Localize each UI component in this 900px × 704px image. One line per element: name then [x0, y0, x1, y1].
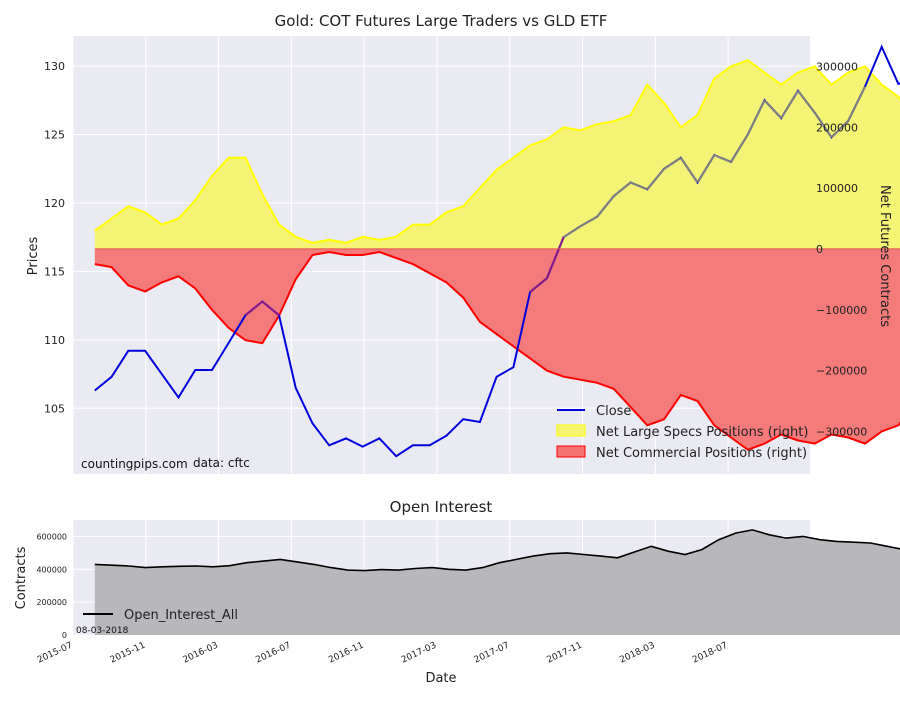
legend-close-label: Close: [596, 404, 631, 419]
price-tick-label: 115: [44, 265, 65, 278]
date-tick-label: 2018-03: [618, 641, 656, 666]
commercial-line: [94, 250, 900, 451]
contracts-tick-label: 200000: [816, 121, 858, 134]
contracts-tick-label: 100000: [816, 182, 858, 195]
close-overlay-segment: [261, 300, 280, 316]
date-tick-label: 2016-03: [182, 641, 220, 666]
price-tick-label: 120: [44, 197, 65, 210]
contracts-tick-label: 0: [816, 243, 823, 256]
legend-specs-swatch: [556, 424, 586, 437]
close-overlay-segment: [663, 156, 682, 170]
contracts-axis-ticks: −300000 −200000 −100000 0 100000 200000 300000: [816, 60, 867, 438]
open-interest-panel: Open Interest 0 200000 400000 600000 2015-0…: [14, 498, 900, 686]
close-overlay-segment: [730, 134, 749, 163]
oi-line: [94, 529, 900, 572]
price-axis-label: Prices: [26, 237, 41, 276]
close-overlay-segment: [696, 154, 716, 183]
close-overlay-segment: [813, 112, 833, 138]
date-tick-label: 2017-11: [545, 641, 583, 666]
main-legend: Close Net Large Specs Positions (right) …: [556, 404, 808, 461]
contracts-tick-label: −300000: [816, 425, 867, 438]
close-overlay-segment: [780, 90, 799, 119]
open-interest-title: Open Interest: [390, 498, 493, 516]
close-overlay-segment: [613, 181, 632, 197]
close-overlay-segment: [797, 90, 816, 114]
date-axis-label: Date: [425, 671, 456, 686]
close-overlay-segment: [746, 99, 766, 135]
legend-oi-label: Open_Interest_All: [124, 608, 238, 623]
date-tick-label: 2015-11: [109, 641, 147, 666]
contracts-tick-label: −200000: [816, 365, 867, 378]
close-overlay-segment: [563, 225, 581, 239]
date-tick-label: 2016-11: [327, 641, 365, 666]
date-tick-label: 2018-07: [691, 641, 729, 666]
oi-tick-label: 600000: [36, 532, 67, 541]
contracts-tick-label: −100000: [816, 304, 867, 317]
oi-legend: Open_Interest_All: [83, 608, 238, 623]
price-tick-label: 105: [44, 402, 65, 415]
oi-area-fill: [94, 529, 900, 635]
date-tick-label: 2016-07: [254, 641, 292, 666]
price-tick-label: 110: [44, 334, 65, 347]
main-chart-panel: 105 110 115 120 125 130 −300000 −200000 −100000…: [26, 12, 900, 474]
contracts-tick-label: 300000: [816, 60, 858, 73]
close-overlay-segment: [847, 86, 866, 122]
main-chart-title: Gold: COT Futures Large Traders vs GLD E…: [275, 12, 608, 30]
legend-specs-label: Net Large Specs Positions (right): [596, 425, 808, 440]
oi-tick-label: 400000: [36, 565, 67, 574]
watermark-data: data: cftc: [193, 456, 250, 470]
close-overlay-segment: [596, 195, 615, 218]
main-area-fills: [94, 60, 900, 450]
last-date-annotation: 08-03-2018: [76, 626, 129, 636]
oi-axis-ticks: 0 200000 400000 600000: [36, 532, 67, 640]
specs-area: [94, 60, 900, 249]
close-overlay-segment: [545, 236, 565, 279]
commercial-area: [94, 248, 900, 450]
close-overlay-segment: [713, 154, 732, 163]
legend-commercial-swatch: [556, 445, 586, 458]
close-overlay-segment: [646, 168, 665, 190]
close-overlay-segment: [579, 215, 598, 228]
main-series-lines: [94, 44, 900, 458]
close-overlay-segment: [529, 277, 548, 293]
close-overlay-segment: [679, 157, 699, 184]
date-tick-label: 2017-03: [400, 641, 438, 666]
specs-line: [94, 59, 900, 244]
close-overlay-segment: [763, 99, 782, 119]
watermark-source: countingpips.com: [81, 457, 188, 471]
oi-area: [94, 529, 900, 635]
oi-axis-label: Contracts: [14, 546, 29, 609]
price-tick-label: 130: [44, 60, 65, 73]
date-tick-label: 2015-07: [36, 641, 74, 666]
date-axis-ticks: 2015-07 2015-11 2016-03 2016-07 2016-11 2017-…: [36, 641, 729, 666]
close-overlay-segment: [244, 300, 263, 316]
close-overlay-segment: [830, 120, 849, 139]
close-overlay-segment: [630, 181, 648, 191]
contracts-axis-label: Net Futures Contracts: [877, 185, 892, 327]
price-axis-ticks: 105 110 115 120 125 130: [44, 60, 65, 415]
oi-tick-label: 200000: [36, 598, 67, 607]
price-tick-label: 125: [44, 129, 65, 142]
legend-commercial-label: Net Commercial Positions (right): [596, 446, 807, 461]
oi-tick-label: 0: [62, 631, 67, 640]
close-price-line: [94, 44, 900, 458]
date-tick-label: 2017-07: [473, 641, 511, 666]
